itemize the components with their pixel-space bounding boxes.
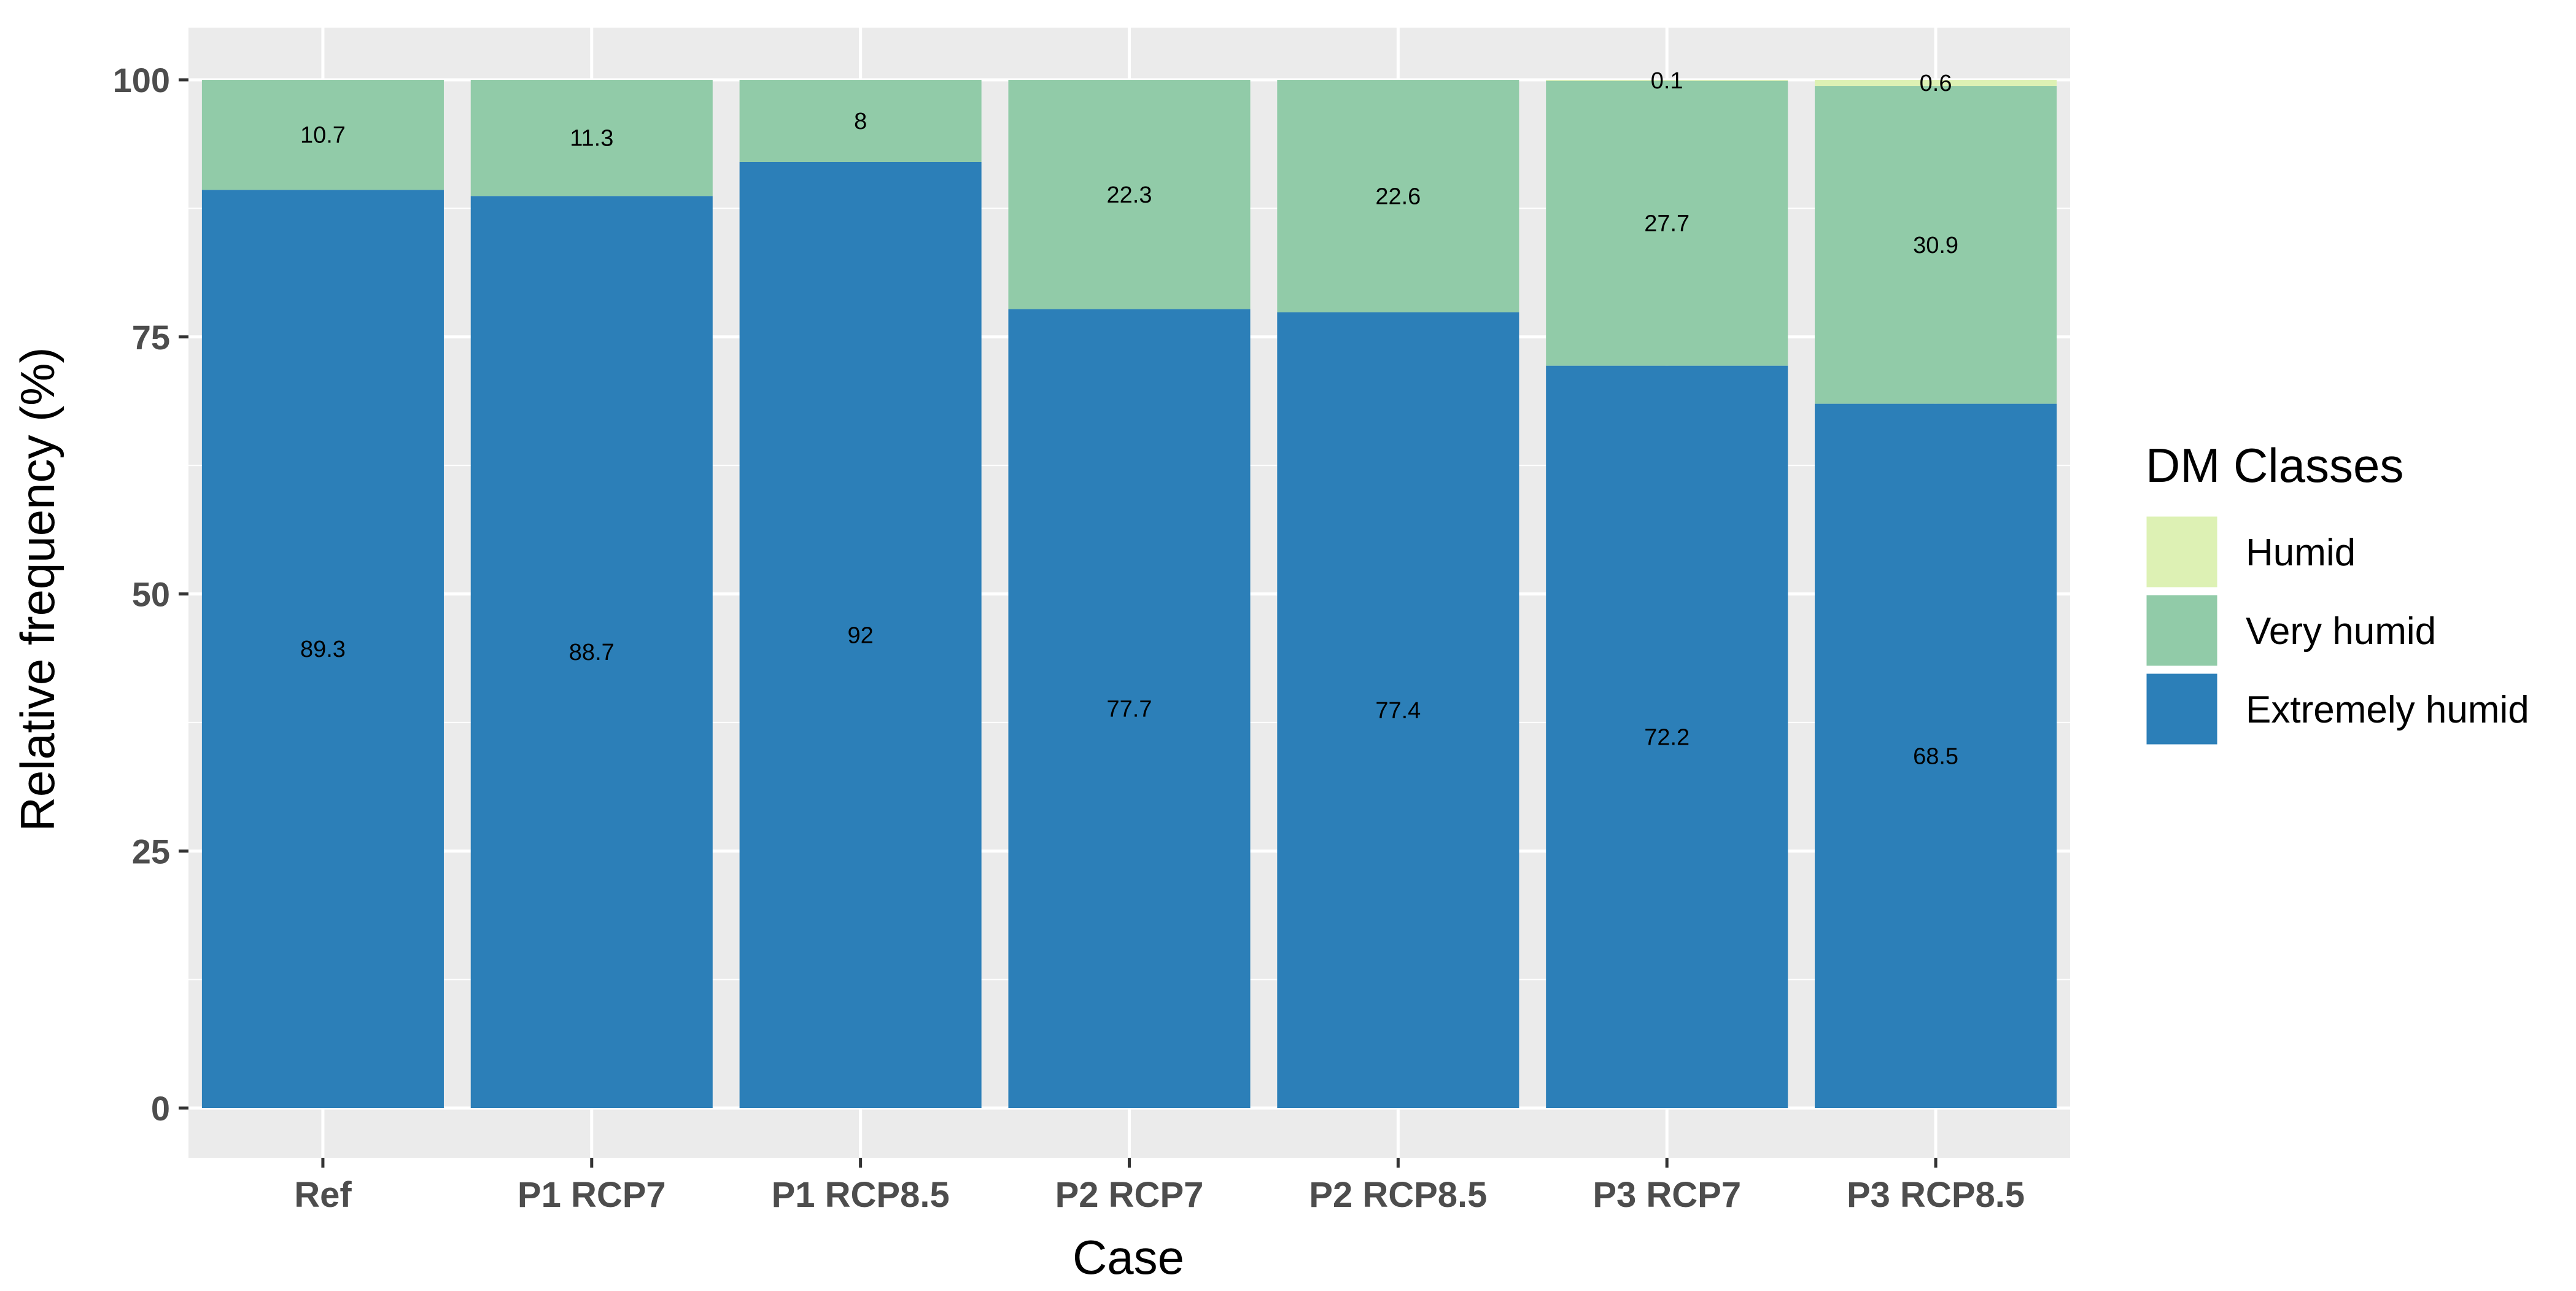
bar-label-very-humid-p3-rcp8-5: 30.9 — [1913, 233, 1958, 258]
bar-label-extremely-humid-ref: 89.3 — [300, 637, 346, 662]
bar-extremely-humid-p3-rcp8-5 — [1815, 403, 2057, 1108]
bar-value-labels: 89.3 10.7 88.7 11.3 92 8 77.7 22.3 77.4 22.6 72.2 2… — [300, 68, 1958, 769]
bar-label-very-humid-p3-rcp7: 27.7 — [1644, 211, 1690, 237]
bar-very-humid-ref — [201, 80, 444, 190]
legend-label-humid: Humid — [2246, 532, 2356, 574]
bar-label-extremely-humid-p3-rcp7: 72.2 — [1644, 724, 1690, 750]
bar-extremely-humid-p2-rcp8-5 — [1277, 312, 1519, 1108]
bar-very-humid-p1-rcp8-5 — [739, 80, 982, 162]
legend: DM Classes Humid Very humid Extremely humi… — [2144, 438, 2529, 746]
bar-very-humid-p3-rcp7 — [1546, 80, 1788, 366]
legend-label-very-humid: Very humid — [2246, 610, 2436, 653]
bar-extremely-humid-p1-rcp7 — [470, 196, 713, 1108]
bar-very-humid-p1-rcp7 — [470, 80, 713, 196]
legend-swatch-very-humid — [2144, 593, 2219, 668]
legend-label-extremely-humid: Extremely humid — [2246, 689, 2529, 731]
legend-swatch-extremely-humid — [2144, 672, 2219, 746]
bar-label-very-humid-p1-rcp7: 11.3 — [570, 126, 613, 152]
bar-extremely-humid-p1-rcp8-5 — [739, 162, 982, 1108]
bars — [201, 80, 2057, 1109]
y-tick-label: 0 — [151, 1089, 170, 1128]
x-tick-label-p3-rcp8-5: P3 RCP8.5 — [1847, 1175, 2025, 1215]
y-tick-label: 75 — [132, 318, 170, 357]
y-tick-label: 100 — [113, 61, 170, 99]
x-tick-label-p1-rcp8-5: P1 RCP8.5 — [772, 1175, 950, 1215]
bar-humid-p3-rcp7 — [1546, 80, 1788, 81]
bar-extremely-humid-p3-rcp7 — [1546, 365, 1788, 1108]
legend-title: DM Classes — [2146, 438, 2403, 492]
y-tick-label: 25 — [132, 832, 170, 870]
x-axis-title: Case — [1073, 1230, 1184, 1284]
bar-label-humid-p3-rcp8-5: 0.6 — [1920, 71, 1952, 96]
x-tick-label-p2-rcp7: P2 RCP7 — [1055, 1175, 1204, 1215]
bar-label-very-humid-ref: 10.7 — [300, 123, 346, 149]
y-axis: 0 25 50 75 100 — [113, 61, 188, 1128]
bar-label-extremely-humid-p1-rcp8-5: 92 — [848, 623, 874, 649]
bar-very-humid-p2-rcp8-5 — [1277, 80, 1519, 312]
bar-label-extremely-humid-p2-rcp8-5: 77.4 — [1375, 698, 1421, 724]
bar-label-extremely-humid-p1-rcp7: 88.7 — [569, 640, 615, 665]
bar-label-extremely-humid-p2-rcp7: 77.7 — [1107, 696, 1152, 722]
x-tick-label-p2-rcp8-5: P2 RCP8.5 — [1309, 1175, 1487, 1215]
bar-very-humid-p3-rcp8-5 — [1815, 86, 2057, 404]
legend-swatch-humid — [2144, 514, 2219, 589]
bar-label-very-humid-p1-rcp8-5: 8 — [854, 109, 867, 134]
bar-label-extremely-humid-p3-rcp8-5: 68.5 — [1913, 743, 1958, 769]
y-tick-label: 50 — [132, 575, 170, 614]
x-tick-label-p3-rcp7: P3 RCP7 — [1593, 1175, 1741, 1215]
bar-extremely-humid-ref — [201, 190, 444, 1109]
bar-humid-p3-rcp8-5 — [1815, 80, 2057, 87]
x-axis: Ref P1 RCP7 P1 RCP8.5 P2 RCP7 P2 RCP8.5 P3 RC… — [294, 1158, 2025, 1215]
bar-extremely-humid-p2-rcp7 — [1008, 309, 1251, 1108]
bar-label-very-humid-p2-rcp7: 22.3 — [1107, 182, 1152, 208]
bar-label-very-humid-p2-rcp8-5: 22.6 — [1375, 184, 1421, 209]
x-tick-label-ref: Ref — [294, 1175, 352, 1215]
bar-very-humid-p2-rcp7 — [1008, 80, 1251, 309]
bar-label-humid-p3-rcp7: 0.1 — [1651, 68, 1683, 94]
x-tick-label-p1-rcp7: P1 RCP7 — [518, 1175, 666, 1215]
y-axis-title: Relative frequency (%) — [10, 347, 64, 832]
